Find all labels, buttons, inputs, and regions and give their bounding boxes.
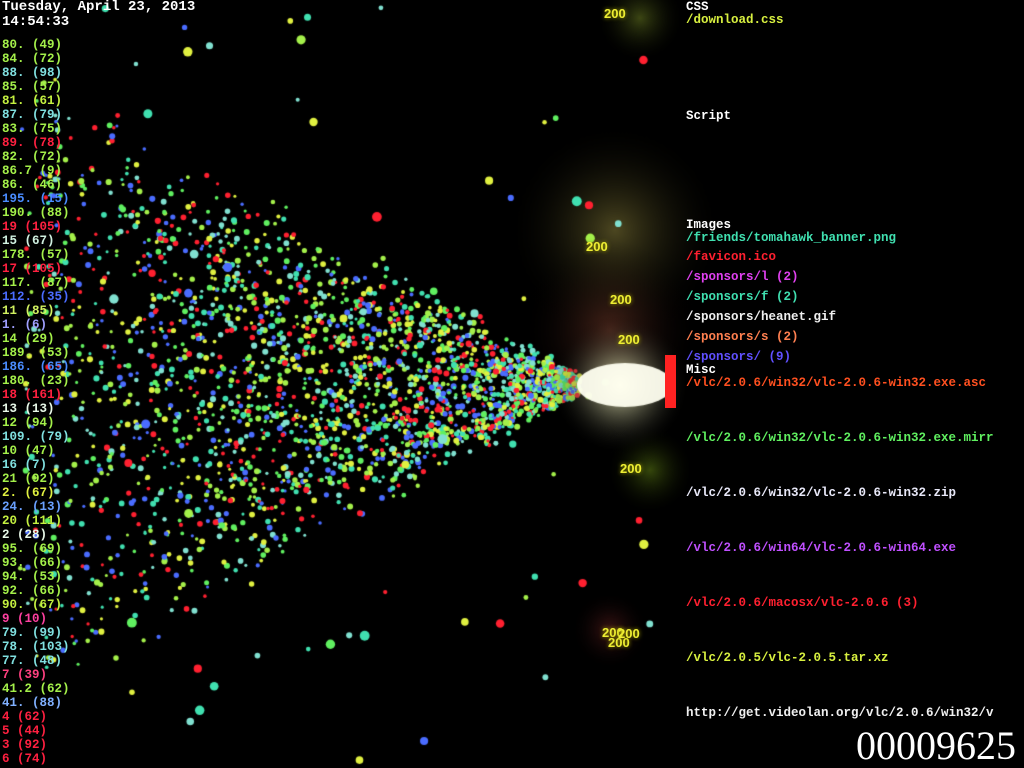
host-entry: 112. (35)	[2, 290, 70, 304]
host-entry: 12 (94)	[2, 416, 55, 430]
host-entry: 15 (67)	[2, 234, 55, 248]
host-entry: 85. (57)	[2, 80, 63, 94]
host-entry: 86. (46)	[2, 178, 63, 192]
host-entry: 178. (57)	[2, 248, 70, 262]
response-code: 200	[618, 332, 640, 347]
host-entry: 17 (105)	[2, 262, 63, 276]
host-entry: 93. (66)	[2, 556, 63, 570]
path-label: /vlc/2.0.6/win64/vlc-2.0.6-win64.exe	[686, 541, 957, 555]
host-entry: 186. (65)	[2, 360, 70, 374]
path-label: /sponsors/heanet.gif	[686, 310, 837, 324]
host-entry: 4 (62)	[2, 710, 48, 724]
host-entry: 94. (53)	[2, 570, 63, 584]
host-entry: 190. (88)	[2, 206, 70, 220]
path-label: /vlc/2.0.6/macosx/vlc-2.0.6 (3)	[686, 596, 919, 610]
host-entry: 90. (67)	[2, 598, 63, 612]
host-entry: 82. (72)	[2, 150, 63, 164]
group-images: Images	[686, 218, 732, 232]
host-entry: 86.7 (9)	[2, 164, 63, 178]
host-entry: 79. (99)	[2, 626, 63, 640]
host-entry: 78. (103)	[2, 640, 70, 654]
host-entry: 83. (75)	[2, 122, 63, 136]
path-label: /vlc/2.0.6/win32/vlc-2.0.6-win32.zip	[686, 486, 957, 500]
host-entry: 20 (111)	[2, 514, 63, 528]
host-entry: 10 (47)	[2, 444, 55, 458]
path-label: /vlc/2.0.6/win32/vlc-2.0.6-win32.exe.mir…	[686, 431, 994, 445]
host-entry: 87. (79)	[2, 108, 63, 122]
path-label: /friends/tomahawk_banner.png	[686, 231, 897, 245]
host-entry: 189. (53)	[2, 346, 70, 360]
host-list: 80. (49) 84. (72) 88. (98) 85. (57) 81. (61)…	[2, 38, 70, 766]
path-label: /sponsors/f (2)	[686, 290, 799, 304]
host-entry: 92. (66)	[2, 584, 63, 598]
host-entry: 19 (105)	[2, 220, 63, 234]
host-entry: 117. (87)	[2, 276, 70, 290]
host-entry: 6 (74)	[2, 752, 48, 766]
response-code: 200	[620, 461, 642, 476]
response-code: 200	[586, 239, 608, 254]
host-entry: 2 (28)	[2, 528, 48, 542]
response-code: 200	[608, 635, 630, 650]
path-label: /favicon.ico	[686, 250, 777, 264]
path-label: /download.css	[686, 13, 784, 27]
path-label: /vlc/2.0.5/vlc-2.0.5.tar.xz	[686, 651, 889, 665]
host-entry: 195. (15)	[2, 192, 70, 206]
host-entry: 21 (92)	[2, 472, 55, 486]
host-entry: 24. (13)	[2, 500, 63, 514]
host-entry: 84. (72)	[2, 52, 63, 66]
host-entry: 80. (49)	[2, 38, 63, 52]
path-label: /sponsors/ (9)	[686, 350, 792, 364]
request-counter: 00009625	[856, 723, 1016, 768]
host-entry: 9 (10)	[2, 612, 48, 626]
host-entry: 180. (23)	[2, 374, 70, 388]
path-label: /sponsors/s (2)	[686, 330, 799, 344]
host-entry: 14 (29)	[2, 332, 55, 346]
paddle	[665, 355, 676, 408]
time-label: 14:54:33	[2, 14, 70, 30]
group-script: Script	[686, 109, 732, 123]
host-entry: 109. (79)	[2, 430, 70, 444]
host-entry: 7 (39)	[2, 668, 48, 682]
host-entry: 13 (13)	[2, 402, 55, 416]
path-label: http://get.videolan.org/vlc/2.0.6/win32/…	[686, 706, 994, 720]
host-entry: 41. (88)	[2, 696, 63, 710]
host-entry: 3 (92)	[2, 738, 48, 752]
path-label: /sponsors/l (2)	[686, 270, 799, 284]
host-entry: 41.2 (62)	[2, 682, 70, 696]
response-code: 200	[604, 6, 626, 21]
response-code: 200	[602, 625, 624, 640]
host-entry: 89. (78)	[2, 136, 63, 150]
response-code: 200	[618, 626, 640, 641]
host-entry: 88. (98)	[2, 66, 63, 80]
date-label: Tuesday, April 23, 2013	[2, 0, 196, 15]
host-entry: 1. (6)	[2, 318, 48, 332]
host-entry: 81. (61)	[2, 94, 63, 108]
host-entry: 77. (48)	[2, 654, 63, 668]
path-label: /vlc/2.0.6/win32/vlc-2.0.6-win32.exe.asc	[686, 376, 987, 390]
response-code: 200	[610, 292, 632, 307]
host-entry: 18 (161)	[2, 388, 63, 402]
host-entry: 95. (69)	[2, 542, 63, 556]
host-entry: 2. (67)	[2, 486, 55, 500]
group-css: CSS	[686, 0, 709, 14]
host-entry: 11 (85)	[2, 304, 55, 318]
host-entry: 5 (44)	[2, 724, 48, 738]
host-entry: 16 (7)	[2, 458, 48, 472]
group-misc: Misc	[686, 363, 717, 377]
